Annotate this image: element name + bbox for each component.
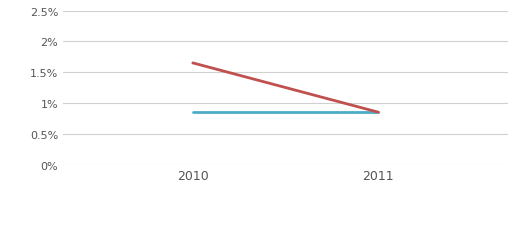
Legend: Pleasant Prairie Elementary School, (WI) State Average: Pleasant Prairie Elementary School, (WI)… [89, 225, 483, 229]
